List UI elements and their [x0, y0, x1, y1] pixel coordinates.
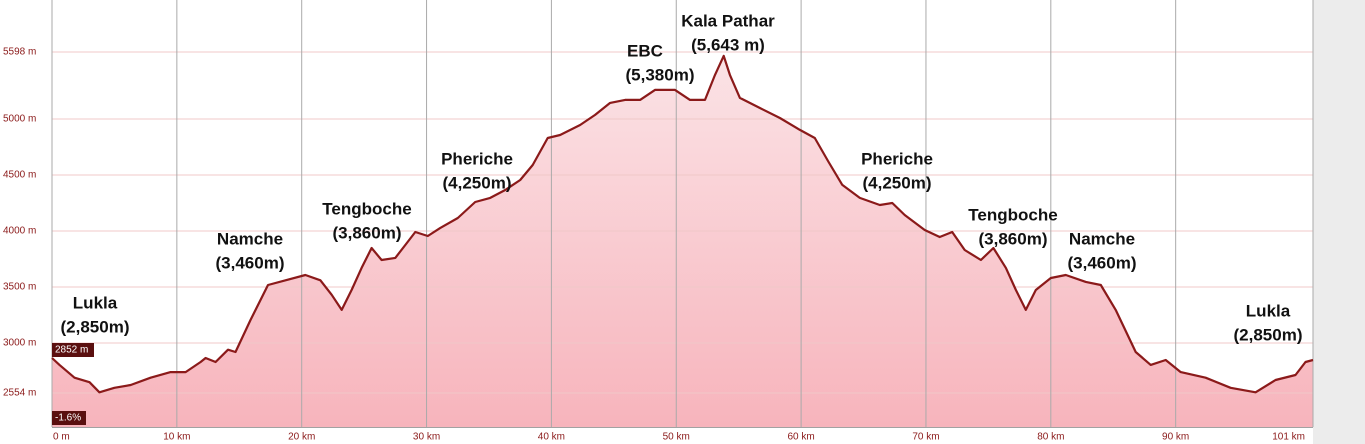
annotation-elevation: (3,860m): [979, 229, 1048, 248]
annotation-elevation: (2,850m): [61, 317, 130, 336]
annotation-name: Kala Pathar: [681, 11, 775, 30]
x-tick-label: 101 km: [1272, 432, 1305, 443]
y-tick-label: 3000 m: [3, 338, 36, 349]
area-fill: [52, 55, 1313, 428]
y-tick-label: 5000 m: [3, 114, 36, 125]
x-tick-label: 10 km: [163, 432, 190, 443]
annotation-elevation: (4,250m): [443, 173, 512, 192]
annotation-name: Lukla: [1246, 301, 1291, 320]
annotation-elevation: (5,380m): [626, 65, 695, 84]
elevation-line: [51, 54, 1314, 394]
x-tick-label: 90 km: [1162, 432, 1189, 443]
x-tick-label: 80 km: [1037, 432, 1064, 443]
annotation-name: Pheriche: [441, 149, 513, 168]
cursor-badge: [52, 343, 94, 357]
annotation-elevation: (4,250m): [863, 173, 932, 192]
y-tick-label: 5598 m: [3, 47, 36, 58]
x-tick-label: 50 km: [663, 432, 690, 443]
x-tick-label: 30 km: [413, 432, 440, 443]
cursor-grade: -1.6%: [55, 413, 81, 424]
x-tick-label: 60 km: [787, 432, 814, 443]
x-tick-label: 20 km: [288, 432, 315, 443]
annotation-name: Lukla: [73, 293, 118, 312]
x-tick-label: 40 km: [538, 432, 565, 443]
annotation-elevation: (5,643 m): [691, 35, 765, 54]
y-tick-label: 4500 m: [3, 170, 36, 181]
grade-badge: [52, 411, 86, 425]
annotation-name: Namche: [217, 229, 283, 248]
annotation-elevation: (3,460m): [1068, 253, 1137, 272]
x-tick-label: 70 km: [912, 432, 939, 443]
annotation-elevation: (2,850m): [1234, 325, 1303, 344]
x-tick-label: 0 m: [53, 432, 70, 443]
cursor-elevation: 2852 m: [55, 345, 88, 356]
side-panel: [1313, 0, 1365, 444]
annotation-name: Tengboche: [322, 199, 411, 218]
annotation-name: Pheriche: [861, 149, 933, 168]
annotation-elevation: (3,860m): [333, 223, 402, 242]
y-tick-label: 4000 m: [3, 226, 36, 237]
annotation-name: Tengboche: [968, 205, 1057, 224]
annotation-elevation: (3,460m): [216, 253, 285, 272]
y-tick-label: 2554 m: [3, 388, 36, 399]
annotation-name: Namche: [1069, 229, 1135, 248]
y-tick-label: 3500 m: [3, 282, 36, 293]
annotation-name: EBC: [627, 41, 663, 60]
